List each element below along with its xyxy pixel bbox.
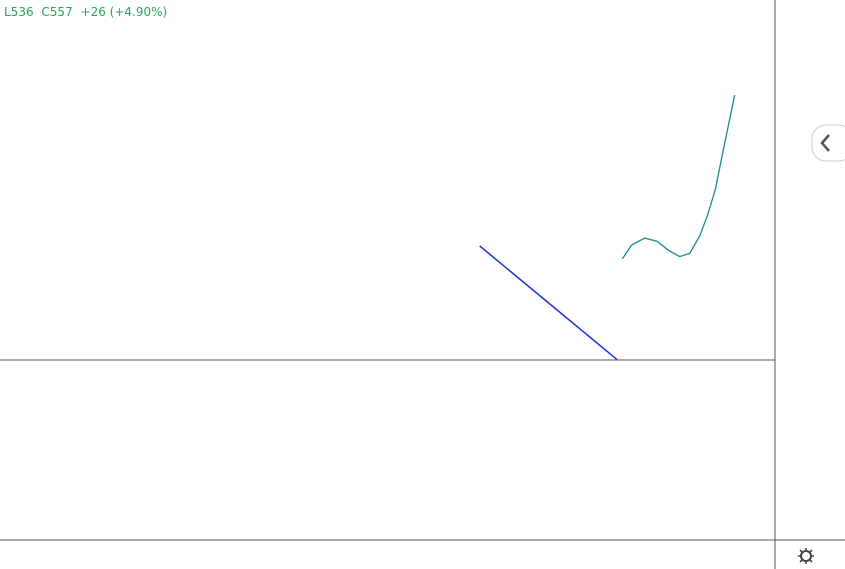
ohlc-header: L536 C557 +26 (+4.90%) — [4, 5, 167, 19]
change-value: +26 (+4.90%) — [81, 5, 168, 19]
low-value: L536 — [4, 5, 34, 19]
gear-teeth[interactable] — [798, 548, 814, 564]
chevron-icon[interactable] — [820, 134, 830, 152]
projection-curve — [621, 94, 736, 260]
side-toggle[interactable] — [811, 124, 845, 162]
settings-button[interactable] — [798, 548, 814, 564]
trend-line — [479, 245, 618, 361]
price-pane — [479, 94, 736, 361]
side-toggle-bg[interactable] — [811, 124, 845, 162]
close-value: C557 — [41, 5, 72, 19]
